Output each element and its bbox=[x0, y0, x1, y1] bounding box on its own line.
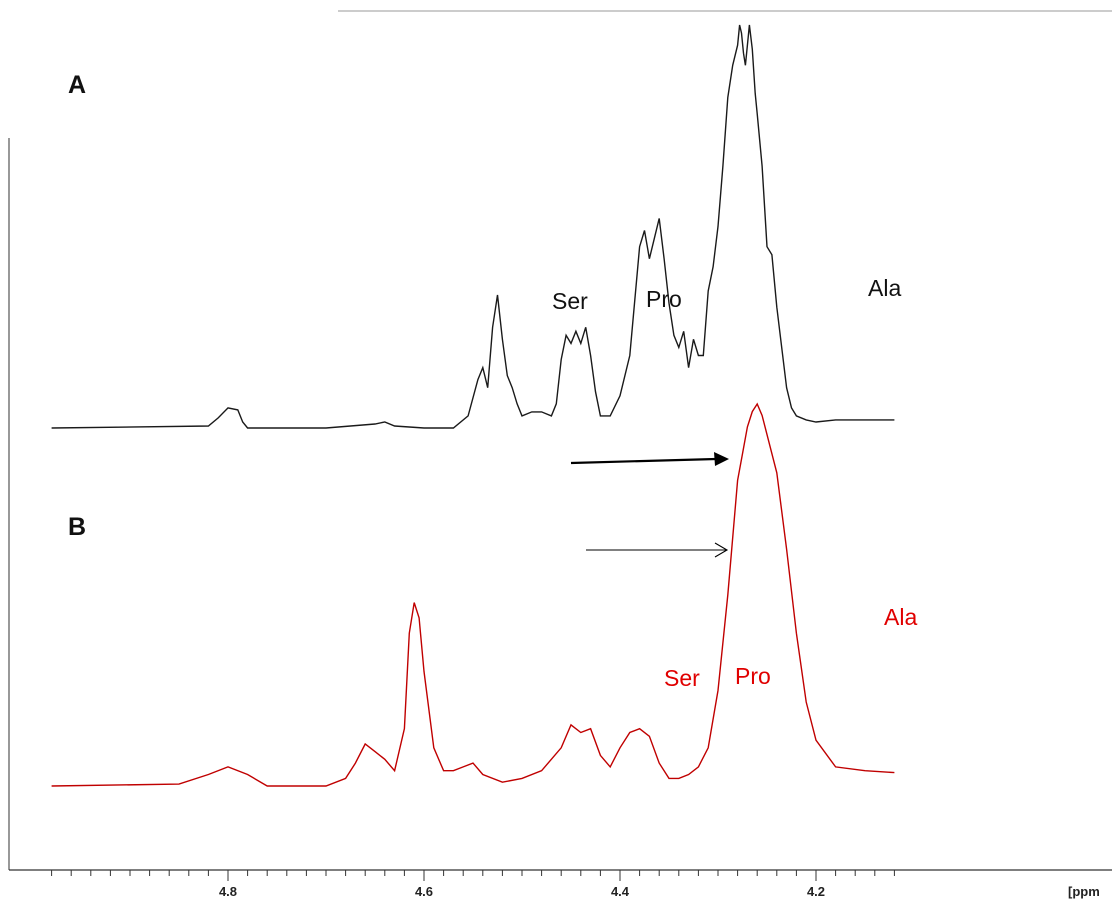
peak-label-b-pro: Pro bbox=[735, 663, 771, 689]
spectrum-a-line bbox=[51, 24, 895, 429]
x-axis-major-ticks bbox=[227, 870, 817, 881]
x-axis-unit-label: [ppm bbox=[1068, 884, 1100, 899]
panel-label-a: A bbox=[68, 71, 86, 99]
peak-label-a-ser: Ser bbox=[552, 288, 588, 314]
x-axis-minor-ticks bbox=[51, 870, 895, 876]
peak-label-a-pro: Pro bbox=[646, 286, 682, 312]
panel-label-b: B bbox=[68, 513, 86, 541]
shift-arrow-a bbox=[570, 452, 729, 466]
tick-label-4-4: 4.4 bbox=[611, 884, 630, 899]
peak-label-b-ser: Ser bbox=[664, 665, 700, 691]
tick-label-4-2: 4.2 bbox=[807, 884, 825, 899]
spectrum-b-line bbox=[51, 402, 895, 787]
peak-label-a-ala: Ala bbox=[868, 275, 901, 301]
tick-label-4-6: 4.6 bbox=[415, 884, 433, 899]
shift-arrow-b bbox=[586, 542, 729, 558]
peak-label-b-ala: Ala bbox=[884, 604, 917, 630]
tick-label-4-8: 4.8 bbox=[219, 884, 237, 899]
